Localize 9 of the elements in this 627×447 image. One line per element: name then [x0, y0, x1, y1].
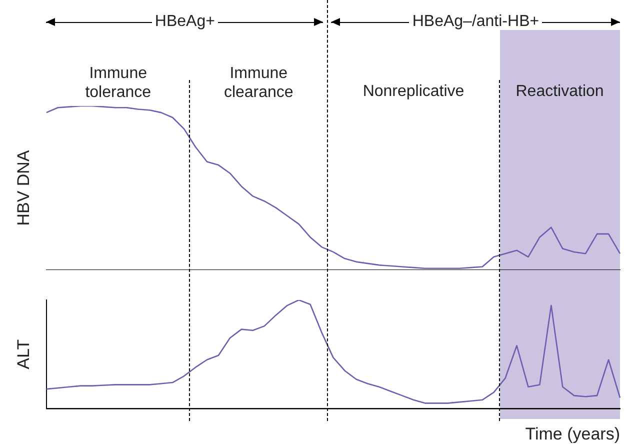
text: HBeAg+ [152, 13, 218, 30]
text: Immune clearance [224, 65, 294, 101]
y-axis-title: ALT [14, 339, 33, 370]
text: Nonreplicative [362, 83, 464, 100]
text: Immune tolerance [85, 65, 152, 101]
text: Reactivation [516, 83, 604, 100]
y-axis-title: HBV DNA [14, 150, 33, 226]
text: HBeAg–/anti-HB+ [409, 13, 542, 30]
x-axis-title: Time (years) [525, 424, 620, 444]
